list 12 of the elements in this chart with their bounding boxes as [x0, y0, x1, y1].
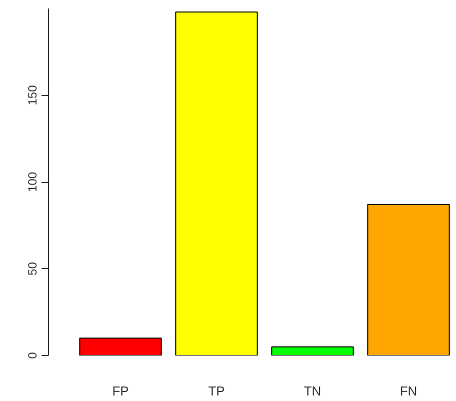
y-tick-label: 0 [26, 352, 40, 359]
x-tick-label: FN [400, 384, 418, 398]
x-tick-label: TN [304, 384, 322, 398]
y-tick-label: 50 [26, 262, 40, 276]
x-tick-label: FP [112, 384, 129, 398]
y-tick-label: 100 [26, 172, 40, 192]
y-tick-label: 150 [26, 84, 40, 106]
bar [271, 346, 354, 356]
x-tick-label: TP [208, 384, 225, 398]
bar [367, 204, 450, 356]
bar [175, 11, 258, 356]
bar [79, 338, 162, 356]
